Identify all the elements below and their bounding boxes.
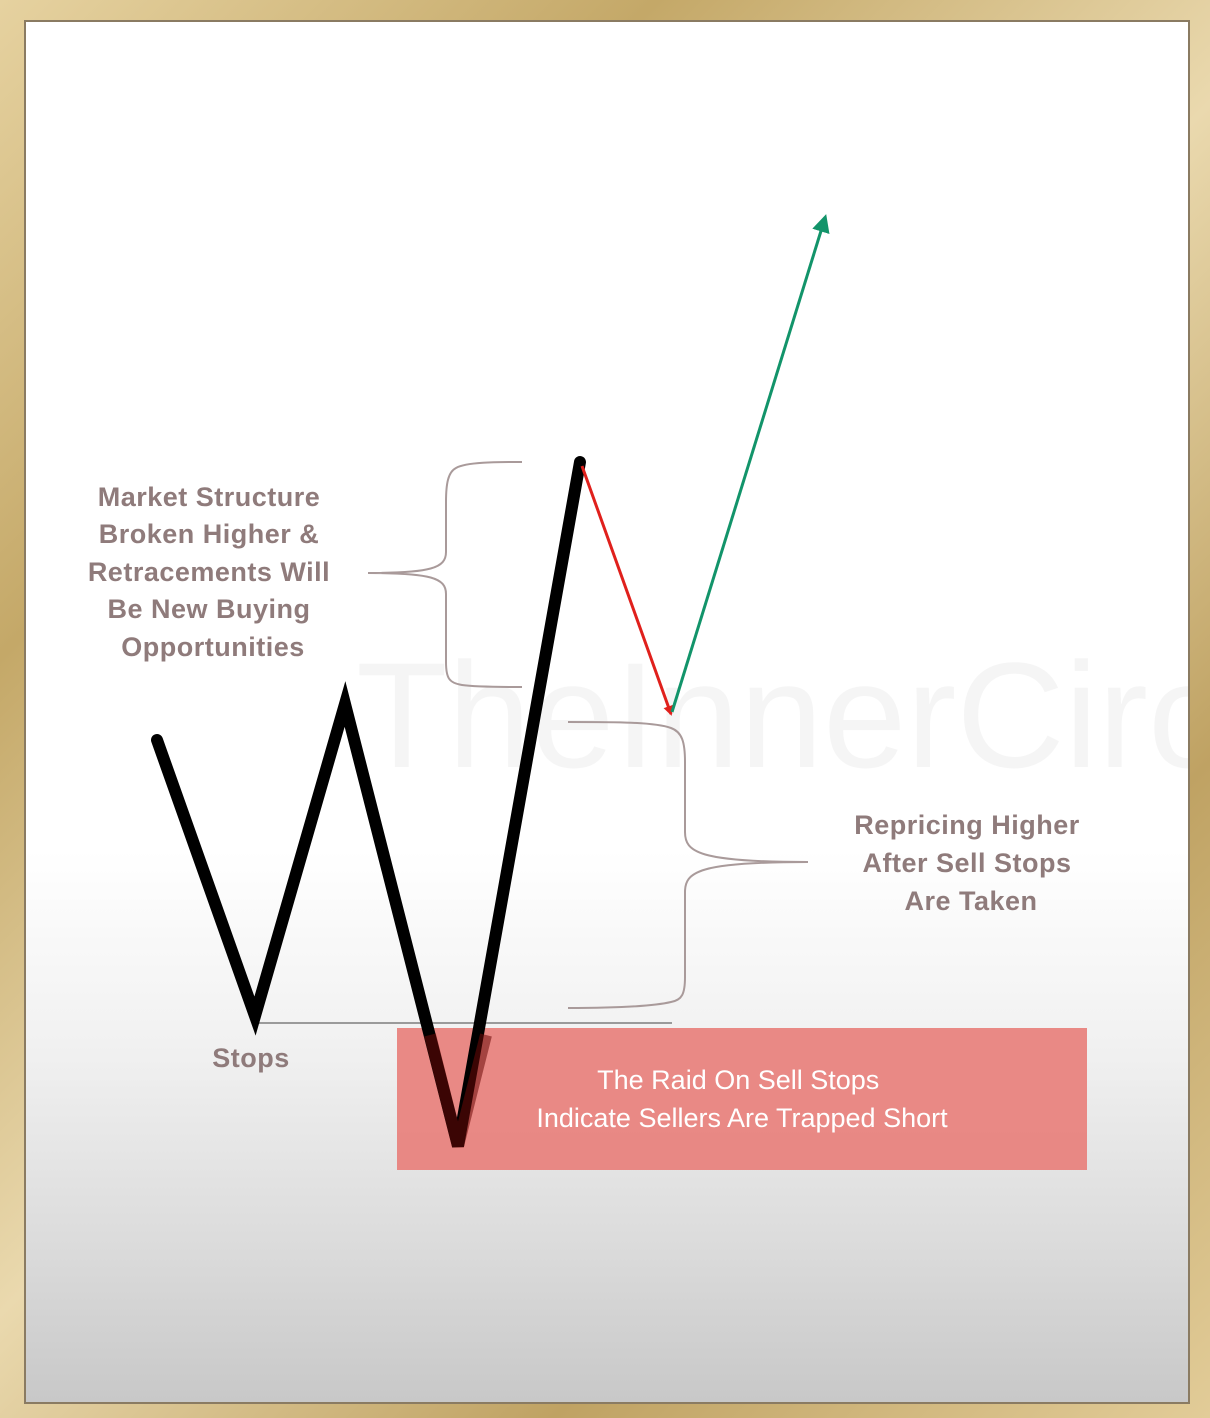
watermark: TheInnerCirc xyxy=(356,631,1190,799)
raid-box-line-2: Indicate Sellers Are Trapped Short xyxy=(536,1103,948,1133)
repricing-line-2: After Sell Stops xyxy=(862,848,1071,878)
repricing-label: Repricing Higher After Sell Stops Are Ta… xyxy=(854,810,1088,916)
market-structure-line-3: Retracements Will xyxy=(88,557,330,587)
market-structure-line-4: Be New Buying xyxy=(107,594,310,624)
market-structure-label: Market Structure Broken Higher & Retrace… xyxy=(88,482,338,662)
expansion-arrow xyxy=(670,214,830,713)
repricing-line-3: Are Taken xyxy=(904,886,1037,916)
repricing-brace xyxy=(567,721,809,1009)
price-path xyxy=(151,456,586,1148)
raid-on-sell-stops-box xyxy=(397,1028,1087,1170)
market-structure-line-1: Market Structure xyxy=(98,482,321,512)
stops-label: Stops xyxy=(212,1043,290,1073)
repricing-line-1: Repricing Higher xyxy=(854,810,1080,840)
retracement-arrow xyxy=(580,465,674,716)
market-structure-diagram: TheInnerCirc Market Structure Broken Hig… xyxy=(88,214,1190,1170)
market-structure-brace xyxy=(367,461,523,688)
market-structure-line-2: Broken Higher & xyxy=(99,519,320,549)
diagram-canvas: TheInnerCirc Market Structure Broken Hig… xyxy=(24,20,1190,1404)
raid-box-text: The Raid On Sell Stops Indicate Sellers … xyxy=(536,1065,948,1133)
raid-box-line-1: The Raid On Sell Stops xyxy=(597,1065,879,1095)
price-path-raid-section xyxy=(424,1033,492,1148)
market-structure-line-5: Opportunities xyxy=(121,632,305,662)
